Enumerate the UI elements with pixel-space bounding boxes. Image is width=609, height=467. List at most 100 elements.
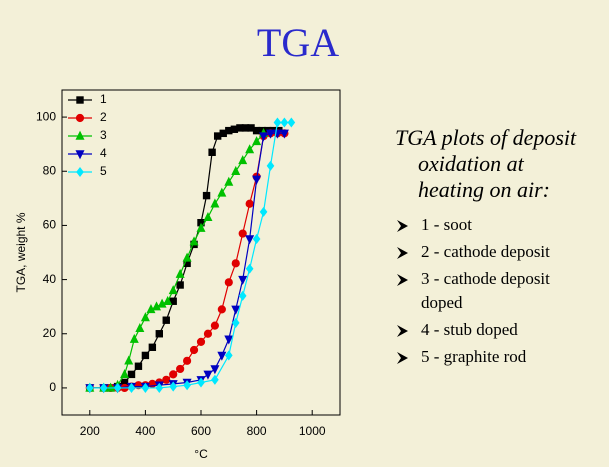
x-axis-label: °C (194, 447, 208, 461)
marker (124, 355, 134, 365)
marker (217, 187, 227, 197)
marker (252, 175, 262, 185)
bullet-arrow (397, 247, 408, 259)
heading-line: TGA plots of deposit (395, 125, 577, 150)
marker (140, 312, 150, 322)
bullet-text: 5 - graphite rod (421, 347, 527, 366)
marker (163, 295, 173, 305)
legend-label: 3 (100, 128, 107, 142)
marker (168, 285, 178, 295)
marker (210, 321, 219, 330)
marker (162, 316, 170, 324)
marker (208, 148, 216, 156)
marker (245, 235, 255, 245)
x-tick-label: 800 (247, 424, 267, 438)
marker (169, 370, 178, 379)
marker (141, 351, 150, 360)
bullet-text: doped (421, 293, 463, 312)
legend-marker (75, 130, 85, 140)
marker (155, 382, 164, 393)
marker (245, 144, 255, 154)
marker (252, 233, 261, 244)
slide-title: TGA (257, 20, 339, 65)
marker (135, 323, 145, 333)
marker (183, 356, 192, 365)
x-tick-label: 600 (191, 424, 211, 438)
marker (196, 337, 206, 346)
marker (183, 380, 191, 391)
bullet-text: 3 - cathode deposit (421, 269, 550, 288)
marker (238, 290, 247, 301)
heading-line: oxidation at (418, 151, 525, 176)
marker (176, 281, 184, 289)
bullet-arrow (397, 325, 408, 337)
marker (280, 117, 289, 128)
marker (155, 330, 164, 338)
marker (85, 382, 94, 393)
marker (99, 382, 108, 393)
bullet-arrow (397, 352, 408, 364)
x-tick-label: 200 (80, 424, 100, 438)
bullet-text: 1 - soot (421, 215, 472, 234)
marker (211, 374, 219, 385)
legend-label: 2 (100, 110, 107, 124)
marker (217, 305, 226, 314)
bullet-arrow (397, 274, 408, 286)
marker (224, 278, 233, 287)
legend-marker (75, 150, 85, 160)
marker (148, 343, 157, 351)
marker (245, 199, 254, 208)
legend-label: 1 (100, 92, 107, 106)
marker (238, 275, 248, 285)
marker (141, 382, 150, 393)
marker (231, 259, 240, 268)
marker (279, 129, 289, 139)
bullet-text: 2 - cathode deposit (421, 242, 550, 261)
marker (189, 236, 199, 246)
marker (224, 176, 234, 186)
marker (202, 191, 211, 200)
chart: 0 20 40 60 80 100 200 400 600 800 1000 °C TGA, weigh… (14, 89, 341, 461)
marker (259, 132, 269, 142)
x-tick-label: 400 (135, 424, 155, 438)
marker (189, 345, 199, 355)
marker (175, 268, 185, 278)
heading-line: heating on air: (418, 177, 550, 202)
marker (238, 229, 247, 238)
marker (217, 351, 227, 361)
marker (197, 377, 205, 388)
marker (182, 252, 192, 262)
marker (231, 305, 241, 315)
y-tick-label: 100 (36, 109, 56, 123)
marker (169, 381, 178, 392)
marker (127, 382, 136, 393)
marker (210, 365, 220, 375)
legend-marker (76, 166, 84, 178)
marker (127, 370, 136, 379)
marker (245, 263, 254, 274)
y-tick-label: 40 (43, 272, 57, 286)
marker (287, 117, 296, 128)
marker (203, 370, 213, 380)
marker (203, 329, 213, 338)
y-axis-label: TGA, weight % (14, 212, 28, 292)
marker (224, 335, 234, 345)
marker (231, 165, 241, 175)
marker (176, 364, 185, 374)
marker (252, 136, 262, 146)
legend-label: 4 (100, 146, 107, 160)
marker (238, 155, 248, 165)
marker (113, 382, 122, 393)
marker (224, 350, 233, 361)
marker (120, 369, 130, 379)
marker (203, 211, 213, 221)
marker (266, 160, 275, 171)
y-tick-label: 0 (49, 380, 56, 394)
legend-marker (75, 113, 85, 123)
marker (196, 222, 206, 232)
marker (162, 375, 171, 384)
y-tick-label: 60 (43, 218, 57, 232)
